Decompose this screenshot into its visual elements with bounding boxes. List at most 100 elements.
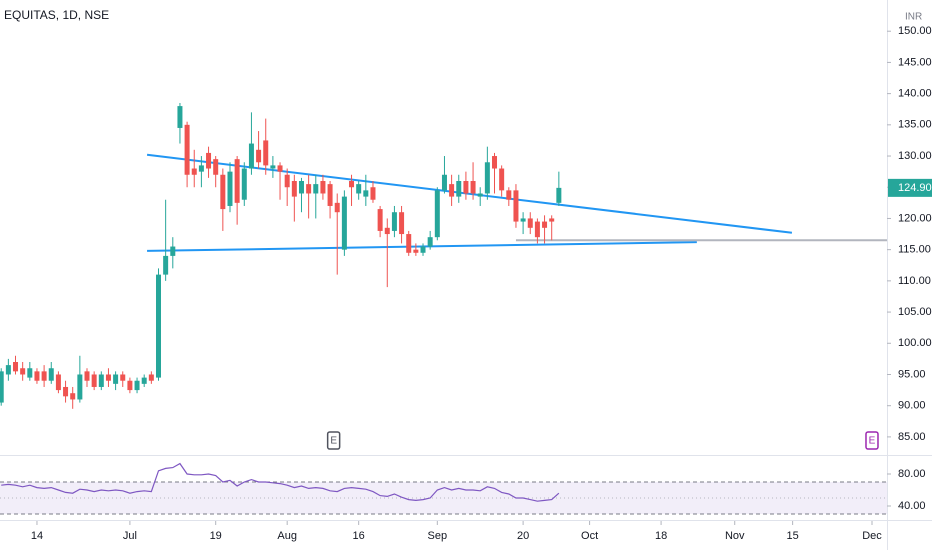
candle-body <box>441 174 447 191</box>
event-marker <box>326 431 341 450</box>
candle-body <box>370 187 376 200</box>
candle-body <box>213 159 219 175</box>
x-tick-label: Oct <box>581 530 598 542</box>
y-tick-label: 105.00 <box>898 306 932 318</box>
candle-body <box>127 380 133 391</box>
y-tick-label: 90.00 <box>898 400 926 412</box>
candle-body <box>227 171 233 206</box>
y-tick-label: 110.00 <box>898 275 931 287</box>
candle-body <box>384 227 390 235</box>
candle-body <box>148 374 154 381</box>
rsi-line <box>1 462 560 502</box>
candle-body <box>420 246 426 253</box>
candle-body <box>184 124 190 175</box>
candle-body <box>527 218 533 228</box>
candle-body <box>98 374 104 387</box>
y-tick-label: 140.00 <box>898 88 932 100</box>
rsi-band <box>0 482 887 514</box>
candle-body <box>277 165 283 172</box>
candle-body <box>399 212 405 235</box>
y-tick-label: 150.00 <box>898 25 932 37</box>
y-tick-label: 100.00 <box>898 337 932 349</box>
candle-body <box>492 156 498 169</box>
candle-body <box>48 368 54 381</box>
candle-body <box>220 174 226 210</box>
candle-body <box>263 140 269 166</box>
candle-body <box>427 237 433 247</box>
candle-body <box>77 374 83 400</box>
candle-body <box>284 174 290 188</box>
x-tick-label: 19 <box>210 530 222 542</box>
candle-body <box>513 190 519 222</box>
x-tick-label: Jul <box>123 530 137 542</box>
candle-body <box>55 374 61 391</box>
candle-body <box>477 193 483 197</box>
candle-body <box>549 218 555 222</box>
candle-body <box>177 106 183 128</box>
candle-body <box>155 274 161 378</box>
y-tick-label: 80.00 <box>898 468 926 480</box>
x-tick-label: Dec <box>862 530 882 542</box>
candle-body <box>134 380 140 391</box>
candle-body <box>542 221 548 228</box>
candle-body <box>406 234 412 253</box>
currency-label: INR <box>905 12 922 23</box>
x-tick-label: Nov <box>725 530 745 542</box>
x-tick-label: 18 <box>655 530 667 542</box>
candle-body <box>291 181 297 197</box>
candle-body <box>320 181 326 194</box>
candle-body <box>341 196 347 250</box>
candle-body <box>484 162 490 194</box>
candle-body <box>434 190 440 238</box>
candle-body <box>41 371 47 381</box>
candle-body <box>170 246 176 256</box>
candle-body <box>234 159 240 203</box>
y-tick-label: 85.00 <box>898 431 926 443</box>
candle-body <box>163 255 169 275</box>
candle-body <box>120 374 126 381</box>
y-tick-label: 135.00 <box>898 119 932 131</box>
last-price-label: 124.90 <box>898 182 932 194</box>
candle-body <box>327 184 333 206</box>
candle-body <box>556 187 562 203</box>
candle-body <box>63 386 69 397</box>
candle-body <box>20 368 26 375</box>
candle-body <box>463 181 469 194</box>
candle-body <box>363 190 369 197</box>
event-label: E <box>869 436 876 447</box>
candle-body <box>534 221 540 238</box>
candle-body <box>306 184 312 194</box>
candle-body <box>470 181 476 194</box>
candle-body <box>206 152 212 169</box>
y-tick-label: 130.00 <box>898 150 932 162</box>
trendline <box>146 153 793 234</box>
candle-body <box>13 362 19 372</box>
candle-body <box>349 181 355 188</box>
candle-body <box>198 165 204 172</box>
x-tick-label: 16 <box>353 530 365 542</box>
candle-body <box>34 371 40 381</box>
event-marker <box>865 431 879 450</box>
candle-body <box>313 184 319 194</box>
candle-body <box>456 181 462 197</box>
y-tick-label: 145.00 <box>898 56 932 68</box>
y-tick-label: 40.00 <box>898 500 926 512</box>
candle-body <box>84 371 90 381</box>
candle-body <box>113 374 119 384</box>
candle-body <box>499 168 505 191</box>
candle-body <box>5 365 11 375</box>
candle-body <box>27 368 33 378</box>
x-tick-label: 20 <box>517 530 529 542</box>
candle-body <box>377 209 383 231</box>
candle-body <box>241 168 247 200</box>
candle-body <box>506 190 512 200</box>
candle-body <box>70 393 76 400</box>
candle-body <box>141 377 147 384</box>
y-tick-label: 120.00 <box>898 212 932 224</box>
y-tick-label: 95.00 <box>898 368 926 380</box>
candle-body <box>0 371 4 403</box>
candle-body <box>248 143 254 169</box>
x-tick-label: Sep <box>428 530 448 542</box>
